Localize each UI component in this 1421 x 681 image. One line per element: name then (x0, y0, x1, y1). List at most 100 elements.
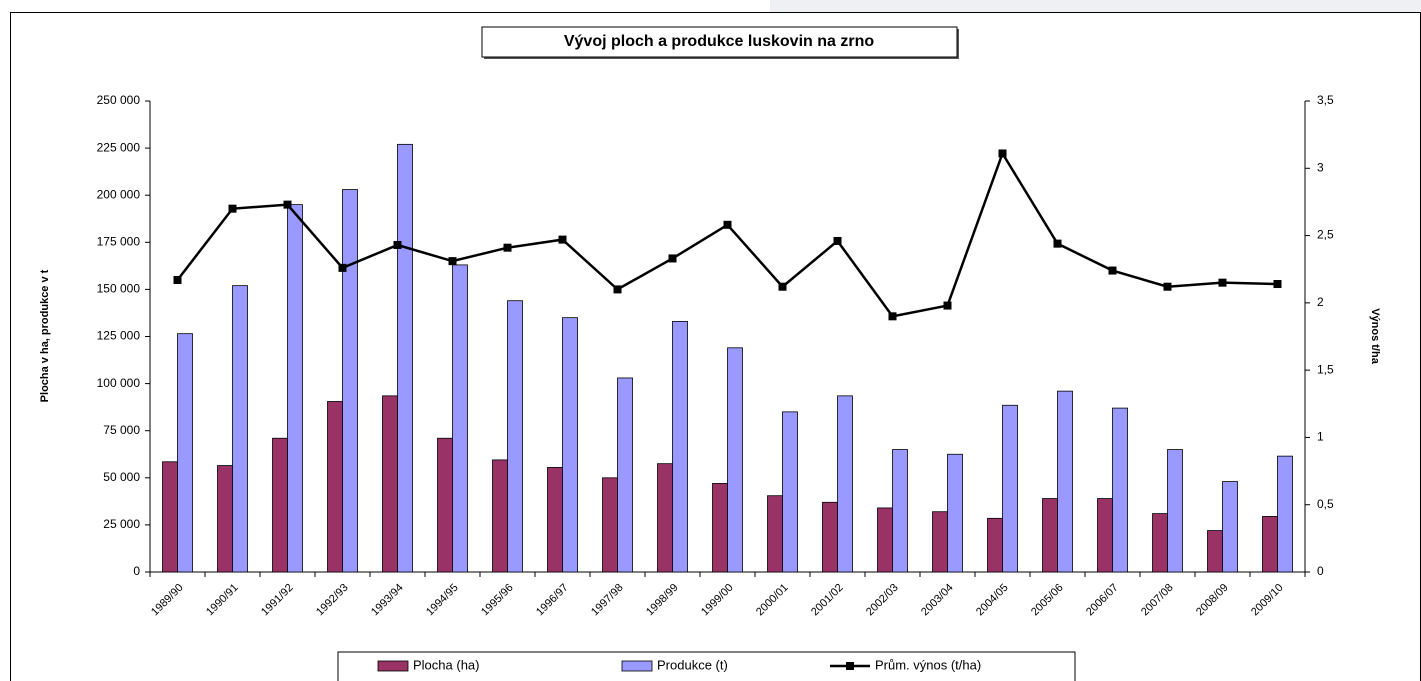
x-tick-label: 2006/07 (1084, 582, 1121, 619)
y2-tick-label: 2 (1317, 295, 1324, 309)
bar (272, 437, 288, 573)
bar (947, 453, 963, 573)
x-tick-label: 2008/09 (1194, 582, 1231, 619)
y-tick-label: 175 000 (97, 234, 141, 248)
bar (177, 333, 193, 573)
line-marker (228, 204, 237, 213)
y-tick-label: 0 (133, 564, 140, 578)
line-marker (613, 285, 622, 294)
line-marker (1218, 278, 1227, 287)
y-tick-label: 50 000 (103, 470, 140, 484)
x-tick-label: 1997/98 (589, 582, 626, 619)
bar (712, 483, 728, 573)
line-marker (943, 301, 952, 310)
line-marker (723, 220, 732, 229)
legend-swatch (621, 660, 653, 672)
bar (1097, 498, 1113, 573)
line-marker (668, 254, 677, 263)
window-strip (770, 0, 1421, 12)
bar (382, 395, 398, 573)
bar (232, 285, 248, 573)
line-marker (1053, 239, 1062, 248)
legend-label: Prům. výnos (t/ha) (875, 657, 981, 672)
x-tick-label: 1989/90 (149, 582, 186, 619)
y2-tick-label: 1,5 (1317, 362, 1334, 376)
y-tick-label: 200 000 (97, 187, 141, 201)
chart-title: Vývoj ploch a produkce luskovin na zrno (564, 33, 875, 50)
chart-frame (10, 12, 1421, 681)
bar (657, 463, 673, 573)
y2-tick-label: 2,5 (1317, 228, 1334, 242)
bar (727, 347, 743, 573)
bar (492, 459, 508, 573)
y-axis-label: Plocha v ha, produkce v t (39, 269, 51, 402)
bar (1167, 449, 1183, 573)
bar (877, 507, 893, 573)
bar (162, 461, 178, 573)
x-tick-label: 2009/10 (1249, 582, 1286, 619)
bar (672, 321, 688, 573)
x-tick-label: 1993/94 (369, 582, 406, 619)
line-marker (778, 282, 787, 291)
x-tick-label: 1998/99 (644, 582, 681, 619)
bar (397, 143, 413, 573)
bar (1207, 530, 1223, 573)
line-marker (888, 312, 897, 321)
y-tick-label: 250 000 (97, 93, 141, 107)
legend-marker (846, 662, 854, 670)
y-tick-label: 125 000 (97, 329, 141, 343)
legend-label: Produkce (t) (657, 657, 728, 672)
x-tick-label: 2000/01 (754, 582, 791, 619)
bar (1042, 498, 1058, 573)
x-tick-label: 2001/02 (809, 582, 846, 619)
bar (342, 189, 358, 573)
x-tick-label: 1994/95 (424, 582, 461, 619)
bar (1222, 481, 1238, 573)
bar (932, 511, 948, 573)
y2-tick-label: 0,5 (1317, 497, 1334, 511)
bar (767, 495, 783, 573)
title-box (481, 26, 958, 58)
y-tick-label: 150 000 (97, 282, 141, 296)
bar (602, 477, 618, 573)
bar (892, 449, 908, 573)
line-marker (998, 149, 1007, 158)
line-marker (448, 257, 457, 266)
bar (217, 465, 233, 573)
bar (1112, 407, 1128, 573)
bar (987, 517, 1003, 573)
x-tick-label: 2005/06 (1029, 582, 1066, 619)
x-tick-label: 1992/93 (314, 582, 351, 619)
bar (287, 204, 303, 573)
y2-tick-label: 1 (1317, 430, 1324, 444)
y2-tick-label: 3,5 (1317, 93, 1334, 107)
bar (437, 437, 453, 573)
x-tick-label: 2004/05 (974, 582, 1011, 619)
legend-label: Plocha (ha) (413, 657, 479, 672)
bar (837, 395, 853, 573)
x-tick-label: 2002/03 (864, 582, 901, 619)
y-tick-label: 75 000 (103, 423, 140, 437)
bar (782, 411, 798, 573)
y2-tick-label: 3 (1317, 160, 1324, 174)
x-tick-label: 1991/92 (259, 582, 296, 619)
line-marker (1108, 266, 1117, 275)
line-marker (503, 243, 512, 252)
bar (327, 401, 343, 573)
x-tick-label: 1999/00 (699, 582, 736, 619)
legend-box (337, 651, 1076, 681)
line-marker (833, 236, 842, 245)
y2-tick-label: 0 (1317, 564, 1324, 578)
bar (452, 264, 468, 573)
y-tick-label: 25 000 (103, 517, 140, 531)
line-marker (558, 235, 567, 244)
line-marker (338, 263, 347, 272)
bar (562, 317, 578, 573)
bar (1002, 404, 1018, 573)
bar (507, 300, 523, 573)
bar (1152, 513, 1168, 573)
bar (1277, 455, 1293, 573)
bar (1057, 390, 1073, 573)
x-tick-label: 1996/97 (534, 582, 571, 619)
